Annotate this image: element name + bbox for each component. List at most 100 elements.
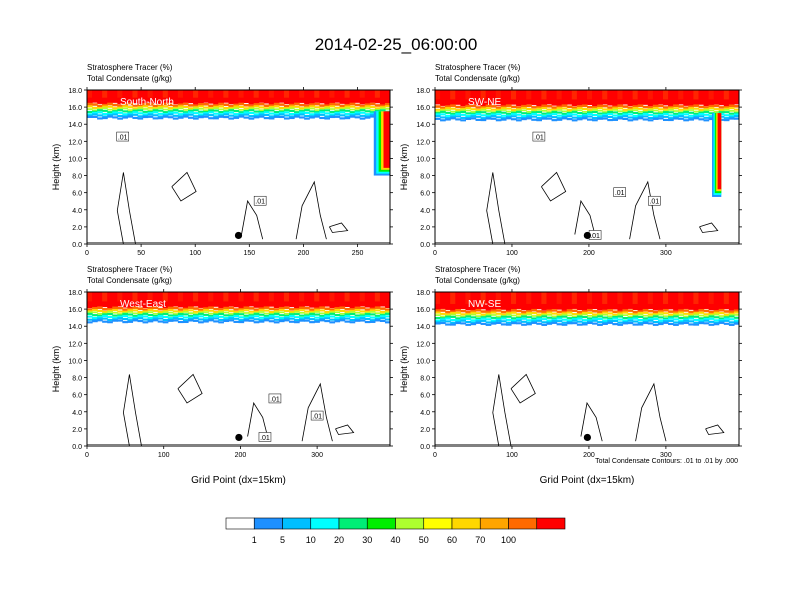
tracer-cell bbox=[147, 115, 154, 118]
tracer-cell bbox=[435, 112, 441, 115]
contour-label-box bbox=[310, 410, 324, 421]
tracer-cell bbox=[309, 318, 315, 321]
tracer-cell bbox=[470, 313, 477, 316]
tracer-cell bbox=[516, 292, 522, 309]
tracer-cell bbox=[505, 310, 512, 314]
tracer-cell bbox=[314, 316, 320, 319]
tracer-streak bbox=[435, 292, 441, 304]
tracer-cell bbox=[208, 114, 214, 117]
tracer-cell bbox=[663, 318, 669, 322]
tracer-cell bbox=[228, 315, 235, 319]
tracer-cell bbox=[369, 115, 376, 118]
tracer-cell bbox=[132, 113, 139, 116]
y-tick-label: 10.0 bbox=[416, 156, 430, 163]
condensate-contour bbox=[705, 424, 725, 435]
tracer-cell bbox=[450, 117, 456, 120]
tracer-cell bbox=[587, 115, 593, 118]
y-tick-label: 16.0 bbox=[68, 307, 82, 314]
tracer-cell bbox=[678, 90, 684, 105]
tracer-cell bbox=[167, 316, 174, 320]
tracer-cell bbox=[521, 315, 527, 318]
tracer-cell bbox=[485, 312, 492, 315]
colorbar: 1 5 10 20 30 40 50 60 70 100 bbox=[225, 517, 566, 545]
tracer-cell bbox=[435, 115, 441, 118]
panel-4: NW-SE0.02.04.06.08.010.012.014.016.018.0… bbox=[399, 265, 742, 486]
tracer-cell bbox=[177, 116, 184, 119]
tracer-cell bbox=[319, 306, 325, 309]
tracer-cell bbox=[536, 106, 542, 109]
tracer-cell bbox=[243, 292, 250, 308]
tracer-cell bbox=[435, 111, 441, 113]
tracer-cell bbox=[283, 90, 290, 105]
tracer-cell bbox=[485, 90, 492, 106]
tracer-cell bbox=[304, 292, 310, 307]
tracer-cell bbox=[117, 314, 123, 317]
tracer-cell bbox=[369, 320, 376, 323]
tracer-cell bbox=[440, 312, 446, 315]
tracer-cell bbox=[703, 110, 710, 113]
tracer-cell bbox=[359, 319, 366, 322]
x-tick-label: 0 bbox=[85, 452, 89, 459]
tracer-cell bbox=[147, 320, 154, 323]
tracer-cell bbox=[147, 106, 154, 109]
tracer-cell bbox=[617, 90, 624, 106]
tracer-cell bbox=[526, 323, 532, 326]
tracer-cell bbox=[556, 117, 563, 120]
x-tick-label: 250 bbox=[352, 250, 364, 257]
tracer-cell bbox=[132, 306, 139, 309]
tracer-cell bbox=[177, 292, 184, 308]
tracer-cell bbox=[576, 317, 583, 320]
tracer-cell bbox=[172, 111, 179, 114]
tracer-cell bbox=[213, 117, 219, 120]
tracer-cell bbox=[359, 292, 366, 307]
tracer-cell bbox=[617, 110, 624, 113]
tracer-cell bbox=[657, 313, 664, 316]
tracer-cell bbox=[587, 292, 593, 310]
tracer-cell bbox=[592, 317, 598, 320]
tracer-cell bbox=[500, 118, 507, 121]
tracer-cell bbox=[455, 112, 461, 116]
tracer-cell bbox=[122, 107, 128, 110]
tracer-cell bbox=[632, 114, 639, 117]
tracer-cell bbox=[678, 321, 684, 324]
tracer-cell bbox=[475, 115, 482, 118]
tracer-cell bbox=[627, 312, 634, 316]
tracer-cell bbox=[142, 110, 149, 113]
tracer-cell bbox=[319, 116, 325, 120]
tracer-cell bbox=[364, 103, 371, 106]
tracer-cell bbox=[369, 109, 376, 111]
tracer-cell bbox=[561, 115, 568, 118]
tracer-cell bbox=[526, 310, 532, 313]
tracer-cell bbox=[713, 323, 720, 326]
tracer-cell bbox=[505, 313, 512, 316]
tracer-cell bbox=[505, 312, 512, 315]
tracer-cell bbox=[475, 315, 482, 317]
tracer-cell bbox=[258, 292, 265, 309]
tracer-cell bbox=[147, 318, 154, 322]
tracer-cell bbox=[238, 115, 245, 118]
tracer-cell bbox=[319, 104, 325, 107]
tracer-cell bbox=[349, 115, 356, 118]
tracer-cell bbox=[622, 311, 629, 314]
tracer-cell bbox=[87, 108, 93, 110]
tracer-cell bbox=[642, 115, 649, 118]
plot-frame bbox=[434, 291, 740, 447]
tracer-cell bbox=[556, 109, 563, 111]
tracer-cell bbox=[703, 315, 710, 318]
x-tick-label: 0 bbox=[85, 250, 89, 257]
tracer-cell bbox=[592, 110, 598, 114]
tracer-cell bbox=[309, 292, 315, 308]
tracer-cell bbox=[263, 107, 270, 110]
tracer-cell bbox=[127, 102, 134, 106]
tracer-cell bbox=[733, 321, 739, 324]
tracer-cell bbox=[299, 103, 305, 107]
tracer-cell bbox=[516, 316, 522, 320]
tracer-cell bbox=[632, 118, 639, 121]
tracer-cell bbox=[678, 311, 684, 314]
tracer-cell bbox=[622, 111, 629, 113]
tracer-cell bbox=[450, 115, 456, 118]
tracer-streak bbox=[208, 90, 214, 98]
tracer-cell bbox=[460, 319, 466, 322]
tracer-cell bbox=[673, 312, 679, 315]
y-tick-label: 12.0 bbox=[68, 341, 82, 348]
